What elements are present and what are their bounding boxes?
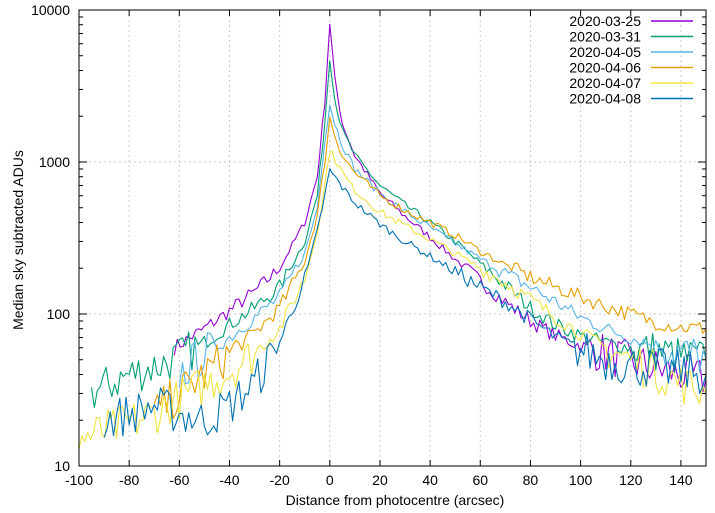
y-tick-labels: 10 100 1000 10000 — [31, 2, 70, 474]
x-tick-label: -80 — [119, 472, 139, 488]
series-line-2020-04-07 — [78, 150, 707, 449]
x-tick-label: 120 — [619, 472, 643, 488]
x-tick-label: -100 — [65, 472, 93, 488]
x-tick-labels: -100 -80 -60 -40 -20 0 20 40 60 80 100 120 140 — [65, 472, 693, 488]
y-axis-title: Median sky subtracted ADUs — [10, 150, 26, 330]
x-axis-title: Distance from photocentre (arcsec) — [286, 492, 505, 508]
tick-marks — [78, 9, 706, 467]
x-tick-label: -60 — [169, 472, 189, 488]
legend: 2020-03-252020-03-312020-04-052020-04-06… — [569, 13, 693, 107]
series-line-2020-04-08 — [103, 168, 707, 438]
legend-label: 2020-04-07 — [569, 75, 641, 91]
series-layer — [78, 23, 707, 449]
legend-label: 2020-03-25 — [569, 13, 641, 29]
y-tick-label: 10000 — [31, 2, 70, 18]
series-line-2020-04-05 — [178, 104, 707, 388]
y-tick-label: 1000 — [39, 154, 70, 170]
x-tick-label: -40 — [219, 472, 239, 488]
series-line-2020-04-06 — [153, 116, 707, 419]
x-tick-label: 20 — [372, 472, 388, 488]
y-tick-label: 10 — [54, 458, 70, 474]
series-line-2020-03-25 — [173, 23, 707, 393]
x-tick-label: 100 — [569, 472, 593, 488]
x-tick-label: 40 — [422, 472, 438, 488]
x-tick-label: 60 — [472, 472, 488, 488]
x-tick-label: 80 — [523, 472, 539, 488]
legend-label: 2020-04-08 — [569, 91, 641, 107]
grid — [79, 10, 706, 466]
series-line-2020-03-31 — [90, 60, 707, 409]
legend-label: 2020-04-05 — [569, 44, 641, 60]
x-tick-label: 140 — [669, 472, 693, 488]
x-tick-label: 0 — [326, 472, 334, 488]
y-tick-label: 100 — [47, 306, 71, 322]
x-tick-label: -20 — [270, 472, 290, 488]
legend-label: 2020-04-06 — [569, 60, 641, 76]
legend-label: 2020-03-31 — [569, 29, 641, 45]
plot-frame — [78, 9, 707, 467]
